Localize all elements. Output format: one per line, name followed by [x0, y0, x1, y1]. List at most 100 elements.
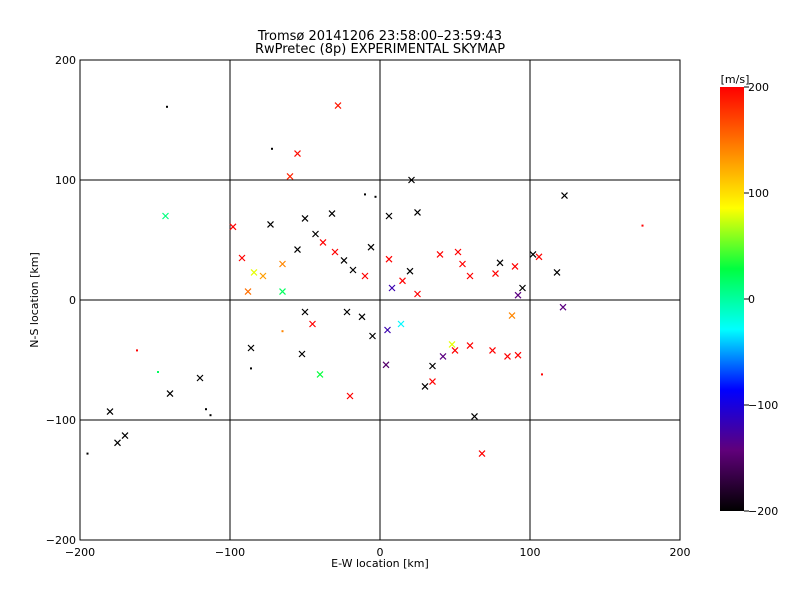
colorbar-tick-label: 0 [748, 293, 755, 306]
data-point-x [319, 238, 327, 246]
data-point-small [209, 414, 212, 417]
data-point-x [559, 303, 567, 311]
data-point-x [349, 266, 357, 274]
data-point-x [504, 352, 511, 360]
data-point-x [162, 212, 169, 220]
colorbar-gradient [720, 87, 744, 511]
data-point-x [238, 254, 246, 262]
gridlines [80, 60, 680, 540]
colorbar-tick-label: 200 [748, 81, 769, 94]
data-point-x [298, 350, 306, 358]
data-point-x [114, 439, 121, 447]
x-tick-label: −200 [65, 546, 95, 559]
data-point-x [511, 262, 519, 270]
data-point-x [561, 192, 568, 200]
data-point-x [316, 370, 324, 378]
data-point-x [514, 351, 522, 359]
data-point-x [397, 320, 405, 328]
chart-subtitle: RwPretec (8p) EXPERIMENTAL SKYMAP [255, 42, 505, 57]
data-point-x [421, 382, 429, 390]
data-point-x [519, 284, 526, 292]
y-tick-label: −100 [46, 414, 76, 427]
colorbar-ticks: 200 100 0 −100 −200 [744, 81, 778, 518]
data-point-x [414, 290, 421, 298]
data-point-x [466, 342, 474, 350]
x-tick-label: −100 [215, 546, 245, 559]
data-point-x [385, 255, 393, 263]
data-point-x [553, 268, 561, 276]
data-point-x [343, 308, 351, 316]
data-point-x [279, 288, 286, 296]
colorbar-tick-label: −100 [748, 399, 778, 412]
data-point-x [367, 243, 375, 251]
data-point-small [250, 367, 252, 370]
data-point-x [340, 256, 348, 264]
data-point-x [385, 212, 393, 220]
data-point-x [382, 361, 390, 369]
data-point-x [309, 320, 316, 328]
data-point-small [205, 408, 207, 411]
data-point-x [312, 230, 319, 238]
x-tick-label: 200 [670, 546, 691, 559]
colorbar-tick-label: −200 [748, 505, 778, 518]
data-point-x [514, 291, 522, 299]
data-point-small [157, 371, 159, 373]
data-point-x [429, 378, 436, 386]
y-ticks: 200 100 0 −100 −200 [46, 54, 680, 547]
x-ticks: −200 −100 0 100 200 [65, 60, 691, 559]
data-point-small [136, 349, 138, 352]
data-point-x [229, 223, 237, 231]
data-point-x [489, 346, 496, 354]
plot-area: −200 −100 0 100 200 200 100 0 −100 −200 [46, 54, 691, 559]
data-point-x [406, 267, 414, 275]
data-point-x [529, 250, 537, 258]
data-point-x [414, 208, 421, 216]
data-point-x [448, 340, 456, 348]
x-tick-label: 0 [377, 546, 384, 559]
data-point-x [331, 248, 339, 256]
data-point-x [471, 412, 478, 420]
data-point-small [364, 193, 366, 196]
y-tick-label: 0 [69, 294, 76, 307]
data-point-x [250, 268, 258, 276]
data-point-x [436, 250, 444, 258]
data-point-x [408, 176, 415, 184]
data-point-small [541, 373, 543, 376]
data-point-x [429, 362, 436, 370]
data-point-x [466, 272, 474, 280]
data-point-x [459, 260, 466, 268]
data-point-x [279, 260, 286, 268]
colorbar-label: [m/s] [721, 73, 750, 86]
data-point-x [384, 326, 391, 334]
data-point-x [286, 172, 294, 180]
data-point-x [121, 432, 129, 440]
data-point-small [271, 147, 273, 150]
data-point-small [166, 105, 168, 108]
data-point-x [346, 392, 354, 400]
data-point-x [492, 270, 499, 278]
data-point-x [496, 259, 504, 267]
data-point-x [399, 277, 406, 285]
y-tick-label: −200 [46, 534, 76, 547]
data-points [86, 102, 644, 458]
y-tick-label: 100 [55, 174, 76, 187]
data-point-x [259, 272, 267, 280]
data-point-x [361, 272, 369, 280]
data-point-x [267, 220, 274, 228]
data-point-small [374, 195, 377, 198]
data-point-x [328, 210, 336, 218]
data-point-x [294, 150, 301, 158]
x-axis-label: E-W location [km] [331, 557, 429, 570]
data-point-small [86, 452, 89, 455]
colorbar-tick-label: 100 [748, 187, 769, 200]
data-point-small [641, 224, 644, 227]
data-point-x [369, 332, 376, 340]
data-point-x [196, 374, 204, 382]
data-point-x [358, 313, 366, 321]
data-point-x [508, 312, 516, 320]
data-point-x [301, 214, 309, 222]
y-tick-label: 200 [55, 54, 76, 67]
data-point-x [334, 102, 342, 110]
data-point-x [454, 248, 462, 256]
data-point-x [388, 284, 396, 292]
